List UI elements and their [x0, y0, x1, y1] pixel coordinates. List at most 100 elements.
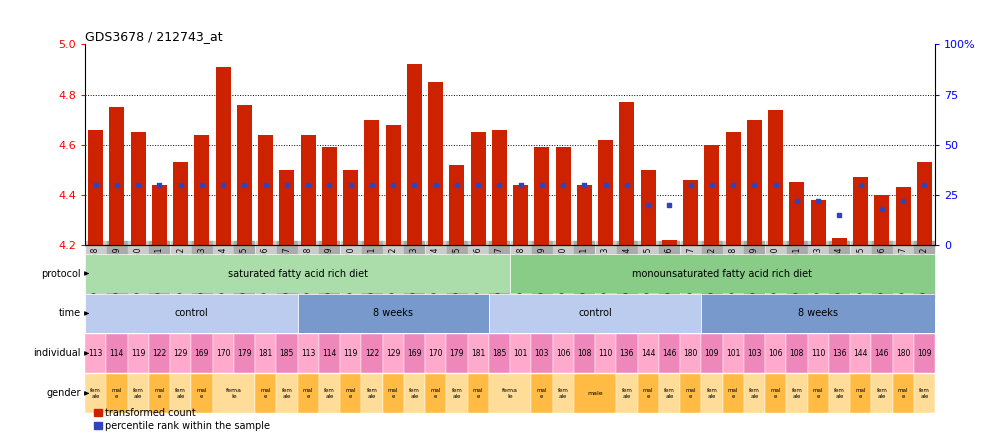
Point — [279, 181, 295, 188]
Text: 181: 181 — [471, 349, 485, 358]
Text: 103: 103 — [535, 349, 549, 358]
Text: 114: 114 — [110, 349, 124, 358]
Text: 109: 109 — [705, 349, 719, 358]
Bar — [340, 374, 361, 413]
Bar — [595, 334, 616, 373]
Bar — [574, 374, 616, 413]
Bar — [425, 334, 446, 373]
Bar — [917, 163, 932, 245]
Bar — [914, 374, 935, 413]
Bar — [276, 374, 298, 413]
Point — [88, 181, 104, 188]
Bar — [786, 334, 808, 373]
Bar — [173, 163, 188, 245]
Text: control: control — [174, 309, 208, 318]
Text: 8 weeks: 8 weeks — [373, 309, 413, 318]
Text: time: time — [59, 309, 81, 318]
Bar — [534, 147, 549, 245]
Text: fem
ale: fem ale — [919, 388, 930, 399]
Bar — [298, 294, 489, 333]
Point — [683, 181, 699, 188]
Bar — [361, 374, 382, 413]
Text: fem
ale: fem ale — [324, 388, 335, 399]
Bar — [301, 135, 316, 245]
Point — [640, 202, 656, 209]
Point — [853, 181, 869, 188]
Bar — [88, 130, 103, 245]
Bar — [298, 334, 319, 373]
Bar — [871, 374, 893, 413]
Text: 106: 106 — [556, 349, 570, 358]
Text: 146: 146 — [875, 349, 889, 358]
Text: 146: 146 — [662, 349, 677, 358]
Bar — [744, 334, 765, 373]
Bar — [216, 67, 231, 245]
Point — [109, 181, 125, 188]
Bar — [683, 180, 698, 245]
Bar — [279, 170, 294, 245]
Bar — [662, 240, 677, 245]
Bar — [212, 374, 255, 413]
Bar — [106, 334, 128, 373]
Text: 108: 108 — [790, 349, 804, 358]
Bar — [577, 185, 592, 245]
Text: mal
e: mal e — [430, 388, 441, 399]
Point — [555, 181, 571, 188]
Bar — [701, 294, 935, 333]
Bar — [364, 119, 379, 245]
Text: 179: 179 — [237, 349, 252, 358]
Bar — [85, 254, 510, 293]
Bar — [850, 334, 871, 373]
Bar — [468, 374, 489, 413]
Text: 144: 144 — [641, 349, 655, 358]
Point — [895, 198, 911, 205]
Text: 122: 122 — [365, 349, 379, 358]
Point — [598, 181, 614, 188]
Point — [130, 181, 146, 188]
Bar — [722, 374, 744, 413]
Bar — [361, 334, 382, 373]
Text: individual: individual — [33, 349, 81, 358]
Text: monounsaturated fatty acid rich diet: monounsaturated fatty acid rich diet — [633, 269, 812, 278]
Text: control: control — [578, 309, 612, 318]
Bar — [619, 102, 634, 245]
Bar — [258, 135, 273, 245]
Bar — [446, 374, 468, 413]
Text: mal
e: mal e — [112, 388, 122, 399]
Point — [173, 181, 189, 188]
Bar — [468, 334, 489, 373]
Bar — [874, 195, 889, 245]
Bar — [744, 374, 765, 413]
Point — [789, 198, 805, 205]
Bar — [641, 170, 656, 245]
Bar — [552, 334, 574, 373]
Text: fem
ale: fem ale — [175, 388, 186, 399]
Point — [236, 181, 252, 188]
Point — [534, 181, 550, 188]
Bar — [255, 334, 276, 373]
Text: 108: 108 — [577, 349, 592, 358]
Point — [300, 181, 316, 188]
Legend: transformed count, percentile rank within the sample: transformed count, percentile rank withi… — [90, 404, 274, 435]
Bar — [659, 374, 680, 413]
Point — [874, 206, 890, 213]
Text: 185: 185 — [492, 349, 507, 358]
Bar — [701, 334, 722, 373]
Text: mal
e: mal e — [537, 388, 547, 399]
Bar — [425, 374, 446, 413]
Text: gender: gender — [46, 388, 81, 398]
Text: fem
ale: fem ale — [834, 388, 845, 399]
Bar — [829, 374, 850, 413]
Bar — [128, 374, 149, 413]
Point — [576, 181, 592, 188]
Bar — [722, 334, 744, 373]
Point — [619, 181, 635, 188]
Text: 181: 181 — [258, 349, 273, 358]
Text: 109: 109 — [917, 349, 932, 358]
Bar — [808, 334, 829, 373]
Bar — [85, 334, 106, 373]
Bar — [765, 374, 786, 413]
Text: mal
e: mal e — [473, 388, 483, 399]
Text: fem
ale: fem ale — [90, 388, 101, 399]
Bar — [382, 334, 404, 373]
